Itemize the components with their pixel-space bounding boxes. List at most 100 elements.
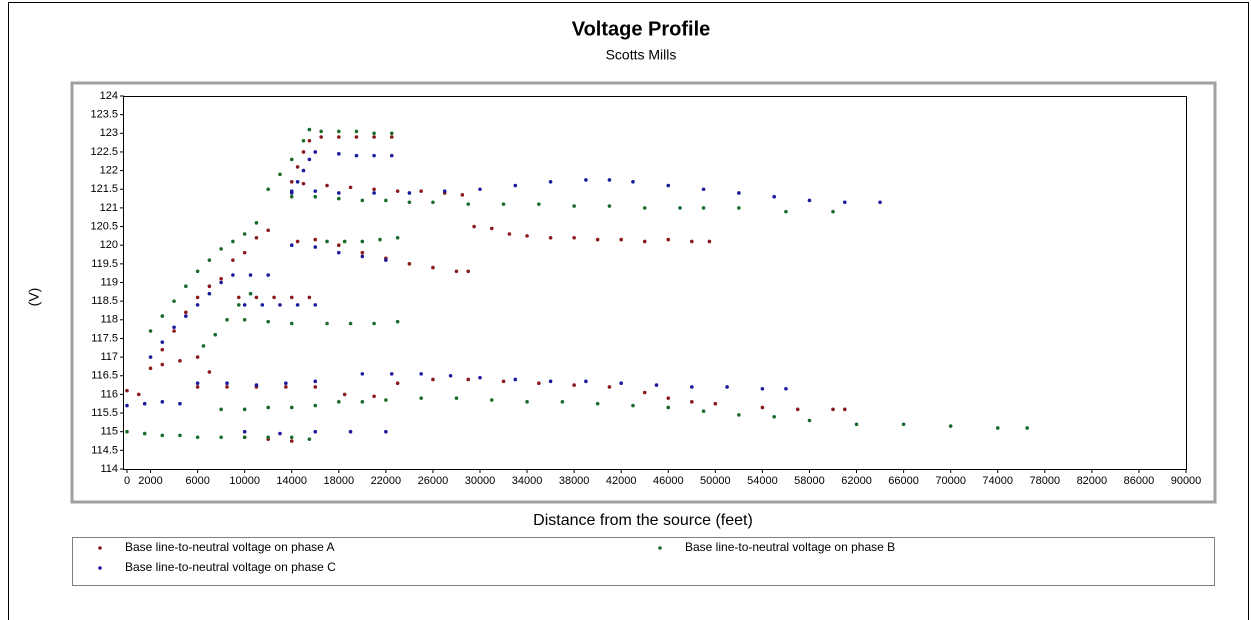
point xyxy=(301,138,306,143)
y-tick-label: 117 xyxy=(100,351,118,363)
point xyxy=(631,179,635,184)
point xyxy=(466,377,471,382)
point xyxy=(313,150,318,154)
point xyxy=(272,295,276,300)
point xyxy=(407,200,412,205)
point xyxy=(372,187,376,192)
point xyxy=(278,431,282,436)
point xyxy=(642,390,647,395)
point xyxy=(225,381,229,386)
point xyxy=(478,187,482,192)
point xyxy=(201,344,206,348)
point xyxy=(266,228,271,233)
point xyxy=(995,426,1000,430)
point xyxy=(295,239,300,244)
point xyxy=(548,379,553,384)
point xyxy=(236,303,241,307)
point xyxy=(289,243,294,247)
point xyxy=(301,168,306,173)
y-tick-label: 122.5 xyxy=(90,146,118,158)
x-tick-label: 82000 xyxy=(1077,475,1108,487)
point xyxy=(242,435,247,440)
point xyxy=(313,245,318,249)
x-tick-label: 22000 xyxy=(371,475,402,487)
point xyxy=(313,237,318,242)
point xyxy=(348,185,353,190)
point xyxy=(407,262,412,266)
point xyxy=(384,429,388,434)
x-tick-label: 90000 xyxy=(1171,475,1202,487)
point xyxy=(360,239,365,244)
point xyxy=(148,366,153,371)
point xyxy=(289,321,294,326)
point xyxy=(195,269,200,274)
y-tick-label: 114 xyxy=(100,463,118,475)
point xyxy=(513,183,518,188)
point xyxy=(666,396,671,400)
point xyxy=(395,319,400,324)
point xyxy=(395,189,400,193)
point xyxy=(266,435,271,440)
point xyxy=(948,424,953,428)
y-tick-label: 121 xyxy=(100,202,118,214)
point xyxy=(431,200,435,205)
chart-title: Voltage Profile xyxy=(572,18,711,40)
x-tick-label: 26000 xyxy=(418,475,449,487)
point xyxy=(289,157,294,162)
point xyxy=(372,135,376,139)
point xyxy=(842,200,847,205)
point xyxy=(160,433,165,438)
point xyxy=(419,372,423,376)
point xyxy=(360,400,365,404)
point xyxy=(654,383,659,387)
point xyxy=(295,179,300,184)
point xyxy=(178,401,182,406)
point xyxy=(642,206,647,210)
point xyxy=(389,131,394,136)
point xyxy=(207,258,212,262)
point xyxy=(254,295,259,300)
y-tick-label: 118 xyxy=(100,314,118,326)
point xyxy=(489,226,494,231)
y-tick-label: 120.5 xyxy=(90,220,118,232)
point xyxy=(178,359,182,363)
point xyxy=(125,388,129,393)
x-tick-label: 34000 xyxy=(512,475,543,487)
point xyxy=(784,387,788,391)
point xyxy=(725,385,729,389)
point xyxy=(384,398,388,402)
point xyxy=(342,239,347,244)
point xyxy=(560,400,565,404)
point xyxy=(266,319,271,324)
point xyxy=(337,129,341,134)
point xyxy=(337,250,341,255)
point xyxy=(319,135,323,139)
point xyxy=(395,235,400,240)
point xyxy=(266,187,271,192)
point xyxy=(266,273,271,277)
point xyxy=(125,403,129,408)
point xyxy=(148,355,153,359)
point xyxy=(254,221,259,225)
point xyxy=(289,405,294,410)
point xyxy=(360,250,365,255)
point xyxy=(184,310,188,315)
x-tick-label: 74000 xyxy=(982,475,1013,487)
point xyxy=(160,314,165,318)
y-tick-label: 124 xyxy=(100,90,118,102)
point xyxy=(760,387,765,391)
point xyxy=(172,299,176,303)
point xyxy=(666,405,671,410)
chart-subtitle: Scotts Mills xyxy=(606,47,677,63)
point xyxy=(372,153,376,158)
point xyxy=(142,401,147,406)
y-tick-label: 116 xyxy=(100,388,118,400)
point xyxy=(642,239,647,244)
point xyxy=(472,224,476,229)
point xyxy=(407,191,412,195)
point xyxy=(666,183,671,188)
point xyxy=(466,269,471,274)
legend-label: Base line-to-neutral voltage on phase B xyxy=(685,540,895,554)
point xyxy=(378,237,382,242)
